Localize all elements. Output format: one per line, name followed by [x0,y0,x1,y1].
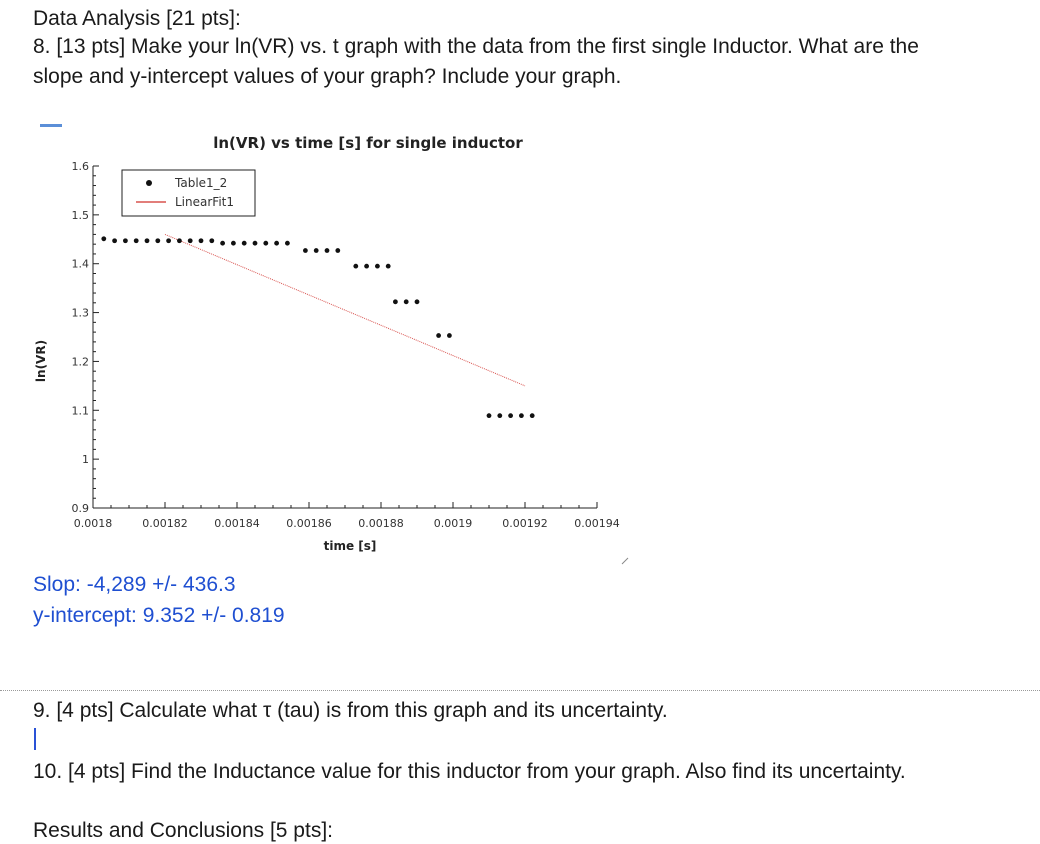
data-point [123,238,128,244]
data-point [486,413,492,419]
axes [92,165,598,509]
data-point [187,238,193,244]
data-point [263,240,269,246]
x-tick-label: 0.00186 [286,517,332,530]
data-point [166,238,172,244]
x-tick-label: 0.0018 [74,517,113,530]
data-point [112,238,117,244]
x-tick-label: 0.00192 [502,517,548,530]
y-tick-labels: 0.9 1 1.1 1.2 1.3 1.4 1.5 1.6 [72,160,90,515]
legend-box [121,169,256,217]
question-10: 10. [4 pts] Find the Inductance value fo… [33,760,906,783]
data-point [447,333,452,338]
data-point [403,299,409,305]
y-tick-label: 1.5 [72,209,90,222]
x-tick-labels: 0.0018 0.00182 0.00184 0.00186 0.00188 0.0019… [74,517,620,530]
legend: Table1_2 LinearFit1 [121,169,256,217]
data-point [209,238,215,244]
text-cursor[interactable] [34,728,36,750]
x-tick-label: 0.00194 [574,517,620,530]
x-axis-label: time [s] [324,539,377,553]
data-point [285,240,290,246]
question-8-line-1: 8. [13 pts] Make your ln(VR) vs. t graph… [33,35,919,58]
answer-slope: Slop: -4,289 +/- 436.3 [33,573,236,596]
y-tick-label: 1.3 [72,307,90,320]
data-point [324,248,330,253]
data-points [101,236,535,419]
blue-marker [40,124,62,127]
data-point [414,299,420,305]
y-tick-label: 1.2 [72,355,90,368]
data-point [364,263,369,269]
x-tick-label: 0.0019 [434,517,473,530]
data-point [241,240,247,246]
y-axis-label: ln(VR) [34,340,48,382]
data-point [274,240,279,246]
data-point [144,238,150,244]
data-point [508,413,513,419]
chart: ln(VR) vs time [s] for single inductor 0… [34,124,629,565]
x-tick-label: 0.00182 [142,517,188,530]
data-point [231,240,236,246]
data-point [101,236,107,242]
data-point [155,238,161,244]
data-point [335,248,341,253]
data-point [313,248,319,253]
x-tick-label: 0.00184 [214,517,260,530]
data-point [220,240,226,246]
results-section-title: Results and Conclusions [5 pts]: [33,819,333,842]
chart-title: ln(VR) vs time [s] for single inductor [213,134,523,152]
resize-handle-icon[interactable] [621,557,629,565]
data-point [177,238,182,244]
data-point [375,263,380,269]
legend-marker-points [146,180,152,186]
data-point [353,263,359,269]
question-9: 9. [4 pts] Calculate what τ (tau) is fro… [33,699,668,722]
data-point [303,248,308,253]
fit-line [164,233,526,387]
data-point [519,413,524,419]
data-point [385,263,391,269]
y-tick-label: 1.6 [72,160,90,173]
legend-label-fit: LinearFit1 [175,195,234,209]
y-tick-label: 0.9 [72,502,90,515]
data-point [436,333,441,338]
data-point [252,240,258,246]
data-point [497,413,503,419]
data-point [198,238,204,244]
legend-label-table: Table1_2 [174,176,227,190]
y-tick-label: 1.4 [72,258,90,271]
divider [0,690,1040,691]
section-title: Data Analysis [21 pts]: [33,7,241,30]
question-8-line-2: slope and y-intercept values of your gra… [33,65,622,88]
data-point [133,238,139,244]
answer-intercept: y-intercept: 9.352 +/- 0.819 [33,604,285,627]
data-point [529,413,535,419]
data-point [393,299,398,305]
x-tick-label: 0.00188 [358,517,404,530]
y-tick-label: 1 [82,453,89,466]
y-tick-label: 1.1 [72,404,90,417]
